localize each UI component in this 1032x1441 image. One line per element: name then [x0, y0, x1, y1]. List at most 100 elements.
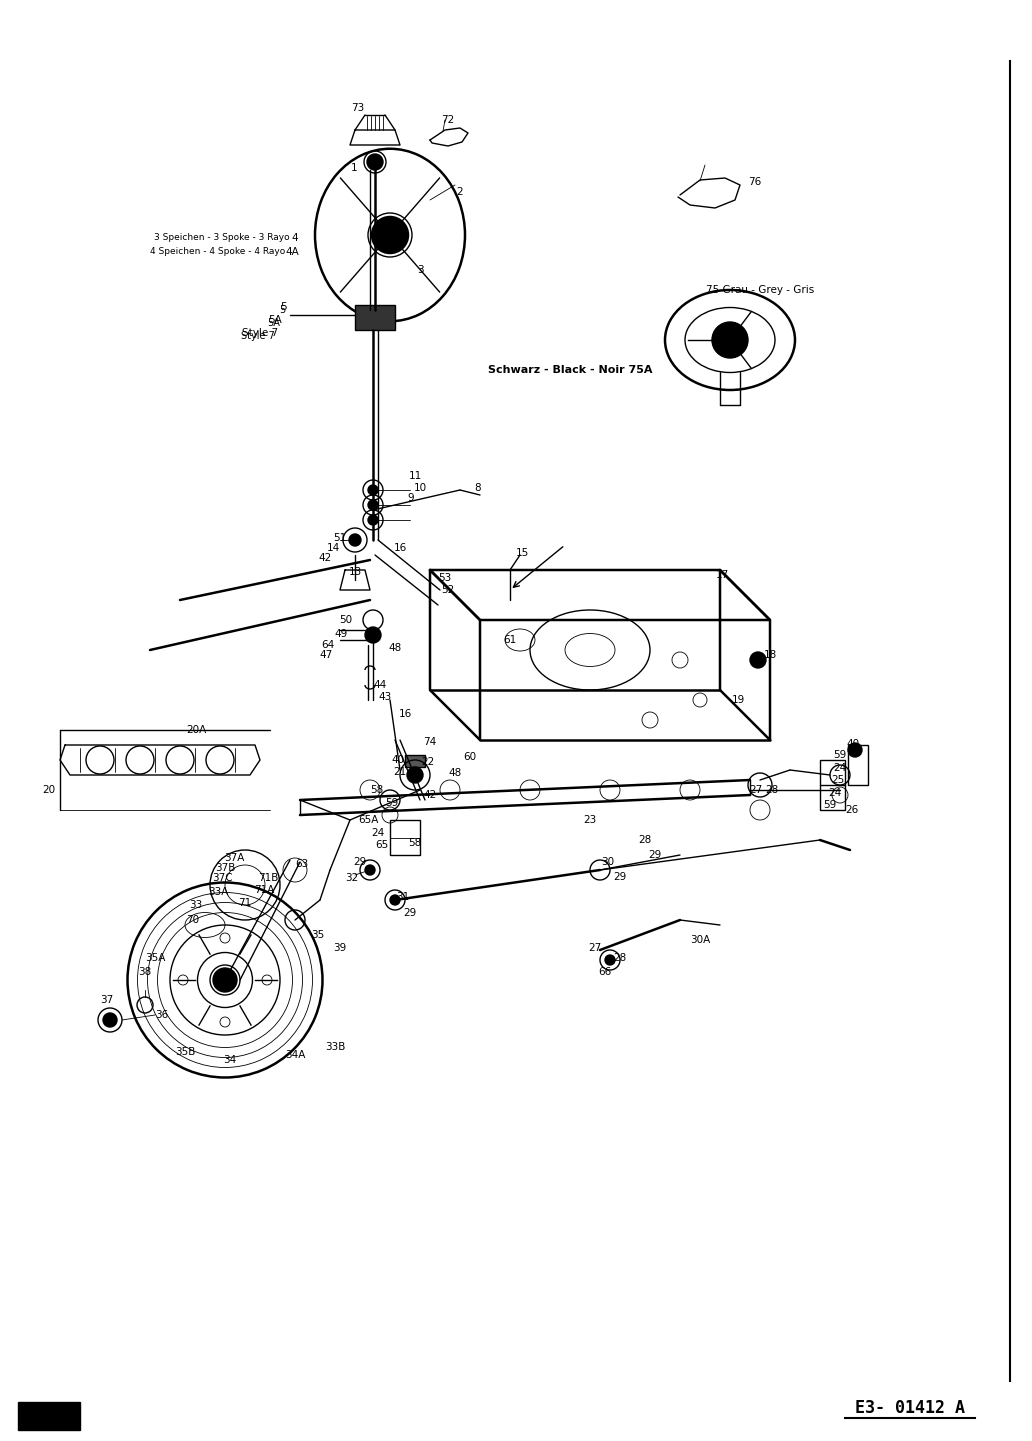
Text: 74: 74 — [423, 736, 437, 746]
Text: 38: 38 — [138, 967, 152, 977]
Text: 73: 73 — [351, 102, 364, 112]
Text: 30A: 30A — [689, 935, 710, 945]
Text: 2: 2 — [457, 187, 463, 197]
Circle shape — [368, 514, 378, 525]
Text: 21: 21 — [393, 767, 407, 777]
Text: 28: 28 — [766, 785, 778, 795]
Text: 47: 47 — [320, 650, 333, 660]
Text: 40: 40 — [391, 755, 405, 765]
Text: Style 7: Style 7 — [241, 329, 278, 339]
Text: 42: 42 — [319, 553, 331, 563]
Text: 4A: 4A — [285, 246, 299, 256]
Text: E3- 01412 A: E3- 01412 A — [854, 1399, 965, 1417]
Text: 60: 60 — [463, 752, 477, 762]
Text: 50: 50 — [338, 615, 352, 625]
Text: 16: 16 — [393, 543, 407, 553]
Bar — [355, 305, 395, 330]
Circle shape — [213, 968, 237, 991]
Text: 8: 8 — [475, 483, 481, 493]
Text: 33B: 33B — [325, 1042, 345, 1052]
Text: 59: 59 — [824, 800, 837, 810]
Text: 28: 28 — [639, 834, 651, 844]
Text: 17: 17 — [715, 571, 729, 579]
Text: 65A: 65A — [358, 816, 378, 826]
Text: 76: 76 — [748, 177, 762, 187]
Circle shape — [365, 865, 375, 875]
Text: 20A: 20A — [186, 725, 206, 735]
Text: Schwarz - Black - Noir 75A: Schwarz - Black - Noir 75A — [488, 365, 652, 375]
Bar — [848, 745, 868, 785]
Text: 72: 72 — [442, 115, 455, 125]
Circle shape — [750, 651, 766, 669]
Text: 40: 40 — [846, 739, 860, 749]
Bar — [820, 759, 845, 810]
Text: 53: 53 — [439, 574, 452, 584]
Text: 66: 66 — [599, 967, 612, 977]
Circle shape — [368, 500, 378, 510]
Text: 61: 61 — [504, 635, 517, 646]
Text: 58: 58 — [370, 785, 384, 795]
Text: 22: 22 — [421, 757, 434, 767]
Text: 64: 64 — [322, 640, 335, 650]
Text: 20: 20 — [42, 785, 55, 795]
Text: 28: 28 — [613, 953, 626, 963]
Text: 39: 39 — [333, 942, 347, 953]
Text: 35B: 35B — [174, 1048, 195, 1058]
Text: 3 Speichen - 3 Spoke - 3 Rayo: 3 Speichen - 3 Spoke - 3 Rayo — [155, 233, 290, 242]
Text: 75 Grau - Grey - Gris: 75 Grau - Grey - Gris — [706, 285, 814, 295]
Text: 49: 49 — [334, 630, 348, 638]
Text: 11: 11 — [409, 471, 422, 481]
Text: 9: 9 — [408, 493, 414, 503]
Text: 71B: 71B — [258, 873, 279, 883]
Text: 51: 51 — [333, 533, 347, 543]
Circle shape — [365, 627, 381, 643]
Text: 48: 48 — [448, 768, 461, 778]
Text: 10: 10 — [414, 483, 426, 493]
Text: 43: 43 — [379, 692, 391, 702]
Text: 27: 27 — [749, 785, 763, 795]
Text: 24: 24 — [834, 762, 846, 772]
Text: 26: 26 — [845, 806, 859, 816]
Text: 29: 29 — [353, 857, 366, 867]
Text: 13: 13 — [349, 566, 361, 576]
Text: 1: 1 — [351, 163, 357, 173]
Text: 35: 35 — [312, 929, 325, 940]
Text: 42: 42 — [423, 790, 437, 800]
Text: 63: 63 — [295, 859, 309, 869]
Text: 30: 30 — [602, 857, 615, 867]
Text: 24: 24 — [372, 829, 385, 839]
Text: 27: 27 — [588, 942, 602, 953]
Text: 15: 15 — [515, 548, 528, 558]
Text: 34A: 34A — [285, 1050, 305, 1061]
Text: 3: 3 — [417, 265, 423, 275]
Text: 59: 59 — [385, 798, 398, 808]
Bar — [405, 755, 425, 767]
Text: 37: 37 — [100, 994, 114, 1004]
Circle shape — [372, 218, 408, 254]
Text: 5A: 5A — [267, 318, 280, 329]
Text: 16: 16 — [398, 709, 412, 719]
Text: 23: 23 — [583, 816, 596, 826]
Text: 4: 4 — [292, 233, 298, 244]
Text: 5: 5 — [279, 305, 285, 316]
Text: 44: 44 — [374, 680, 387, 690]
Text: 5A: 5A — [268, 316, 282, 326]
Text: 48: 48 — [388, 643, 401, 653]
Bar — [18, 1402, 80, 1429]
Text: 24: 24 — [829, 788, 842, 798]
Text: 65: 65 — [376, 840, 389, 850]
Text: 4 Speichen - 4 Spoke - 4 Rayo: 4 Speichen - 4 Spoke - 4 Rayo — [150, 248, 285, 256]
Text: 71: 71 — [238, 898, 252, 908]
Circle shape — [367, 154, 383, 170]
Text: 19: 19 — [732, 695, 745, 705]
Text: 58: 58 — [409, 839, 422, 847]
Text: 37B: 37B — [215, 863, 235, 873]
Text: 59: 59 — [834, 749, 846, 759]
Text: 32: 32 — [346, 873, 359, 883]
Text: 33A: 33A — [207, 888, 228, 896]
Text: 37A: 37A — [224, 853, 245, 863]
Text: 71A: 71A — [254, 885, 275, 895]
Circle shape — [368, 486, 378, 496]
Text: 5: 5 — [281, 303, 287, 313]
Text: 34: 34 — [223, 1055, 236, 1065]
